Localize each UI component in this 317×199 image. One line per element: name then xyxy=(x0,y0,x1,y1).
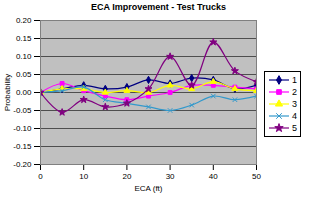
svg-text:0.05: 0.05 xyxy=(16,70,32,79)
svg-text:0.00: 0.00 xyxy=(16,88,32,97)
html-text:5: 5 xyxy=(292,123,297,133)
svg-text:-0.05: -0.05 xyxy=(13,106,32,115)
html-text:1: 1 xyxy=(292,75,297,85)
svg-text:ECA (ft): ECA (ft) xyxy=(134,184,162,193)
html-text:3: 3 xyxy=(292,99,297,109)
svg-text:0.10: 0.10 xyxy=(16,52,32,61)
svg-text:0.20: 0.20 xyxy=(16,16,32,25)
svg-text:0: 0 xyxy=(38,172,43,181)
html-text:ECA Improvement - Test Trucks: ECA Improvement - Test Trucks xyxy=(91,2,226,12)
html-text:2: 2 xyxy=(292,87,297,97)
svg-text:-0.10: -0.10 xyxy=(13,124,32,133)
svg-text:10: 10 xyxy=(79,172,88,181)
svg-text:30: 30 xyxy=(166,172,175,181)
svg-text:50: 50 xyxy=(252,172,261,181)
svg-text:Probability: Probability xyxy=(3,74,12,111)
svg-text:-0.20: -0.20 xyxy=(13,160,32,169)
svg-text:40: 40 xyxy=(209,172,218,181)
svg-text:20: 20 xyxy=(122,172,131,181)
svg-text:0.15: 0.15 xyxy=(16,34,32,43)
svg-text:-0.15: -0.15 xyxy=(13,142,32,151)
html-text:4: 4 xyxy=(292,111,297,121)
